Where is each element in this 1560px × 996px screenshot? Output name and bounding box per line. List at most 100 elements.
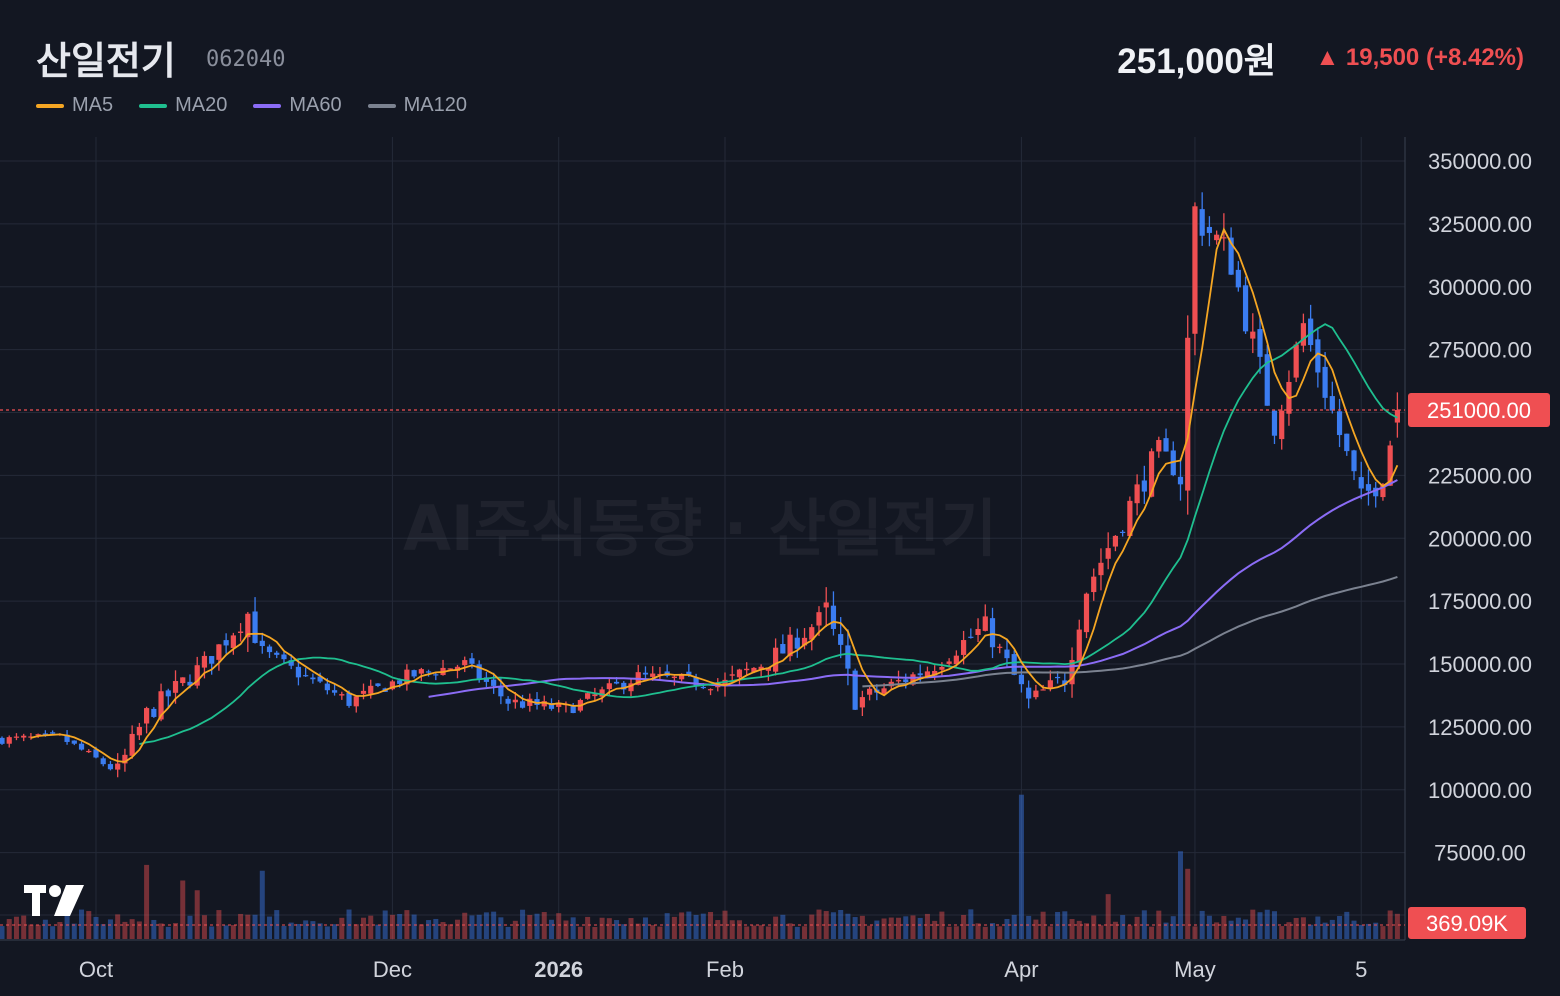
logo-part: [54, 885, 84, 916]
volume-bar: [1221, 915, 1227, 939]
candle: [585, 691, 591, 700]
candle: [6, 735, 12, 748]
volume-bar: [252, 914, 258, 939]
volume-bar: [520, 909, 526, 939]
volume-bar: [780, 914, 786, 939]
candle-body: [1365, 484, 1372, 491]
candle: [563, 701, 569, 713]
candle: [1293, 341, 1299, 383]
volume-bar: [751, 925, 757, 939]
candle-body: [946, 661, 952, 664]
candle-body: [1054, 676, 1061, 679]
candle-body: [418, 669, 424, 674]
candle-body: [1192, 206, 1198, 334]
candle-body: [910, 674, 916, 685]
candle-body: [35, 734, 41, 736]
candle: [1315, 327, 1321, 388]
volume-bar: [1026, 915, 1032, 939]
volume-bar: [679, 912, 685, 939]
volume-bar: [1228, 920, 1234, 939]
candle: [823, 587, 829, 627]
volume-bar: [1206, 915, 1212, 939]
volume-bar: [1337, 915, 1343, 939]
volume-bar: [259, 870, 265, 939]
candle-body: [707, 689, 714, 691]
candle-body: [592, 694, 598, 697]
candle-body: [859, 697, 865, 708]
candle-body: [1026, 687, 1032, 699]
legend-ma120[interactable]: MA120: [367, 94, 467, 117]
volume-bar: [722, 910, 728, 939]
x-tick-label: May: [1174, 957, 1216, 982]
candle-body: [606, 683, 612, 690]
candle-body: [1018, 674, 1025, 685]
volume-bar: [411, 914, 417, 939]
volume-bar: [1127, 925, 1133, 939]
volume-bar: [874, 920, 880, 939]
candle: [433, 672, 439, 681]
volume-bar: [1098, 925, 1104, 939]
candle: [317, 672, 323, 684]
volume-bar: [353, 924, 359, 939]
candle-body: [1206, 226, 1213, 233]
volume-bar: [982, 926, 988, 939]
volume-bar: [368, 915, 374, 939]
candle-body: [274, 652, 280, 655]
legend-ma5[interactable]: MA5: [36, 94, 113, 117]
volume-bar: [802, 926, 808, 939]
volume-bar: [1322, 922, 1328, 939]
volume-bar: [686, 911, 692, 939]
volume-bar: [1033, 919, 1039, 939]
candle-body: [997, 646, 1003, 648]
candle: [418, 667, 424, 682]
candle-body: [0, 737, 5, 744]
volume-bar: [339, 917, 345, 939]
candle: [180, 677, 186, 687]
candle-body: [187, 681, 193, 686]
candle-body: [331, 690, 338, 693]
candle-body: [100, 758, 106, 765]
candle: [1163, 428, 1169, 452]
candle-body: [982, 616, 988, 631]
candle: [1105, 532, 1111, 570]
volume-bar: [744, 926, 750, 939]
y-tick-label: 200000.00: [1428, 526, 1532, 551]
candle: [664, 664, 670, 678]
stock-code: 062040: [206, 47, 286, 72]
legend-ma20[interactable]: MA20: [139, 94, 227, 117]
candle: [454, 664, 461, 679]
candle: [259, 632, 265, 654]
candle: [1242, 276, 1249, 334]
watermark: AI주식동향 · 산일전기: [403, 492, 997, 565]
volume-bar: [28, 924, 34, 939]
candle: [28, 733, 34, 740]
candle-body: [968, 636, 974, 638]
last-price-label: 251000.00: [1427, 398, 1531, 423]
volume-bar: [21, 915, 27, 939]
volume-bar: [642, 917, 648, 939]
candle-body: [534, 699, 540, 705]
x-tick-label: Dec: [373, 957, 412, 982]
candle-body: [1148, 451, 1155, 497]
candle: [1214, 230, 1220, 245]
legend-ma60[interactable]: MA60: [253, 94, 342, 117]
y-tick-label: 75000.00: [1434, 841, 1526, 866]
volume-bar: [35, 924, 41, 939]
y-tick-label: 225000.00: [1428, 463, 1532, 488]
candle-body: [613, 681, 620, 684]
ma60-line: [428, 479, 1398, 698]
candle-body: [736, 669, 743, 678]
candle: [411, 669, 417, 679]
candle: [1083, 592, 1090, 639]
candle-body: [288, 660, 294, 666]
candle-body: [1373, 487, 1379, 497]
candle-body: [1199, 209, 1205, 236]
candle: [0, 736, 5, 745]
candle-body: [317, 676, 323, 682]
volume-bar: [1243, 919, 1249, 939]
ma120-line: [862, 575, 1398, 688]
candle: [989, 607, 996, 659]
candle: [245, 611, 251, 652]
volume-bar: [758, 925, 764, 939]
